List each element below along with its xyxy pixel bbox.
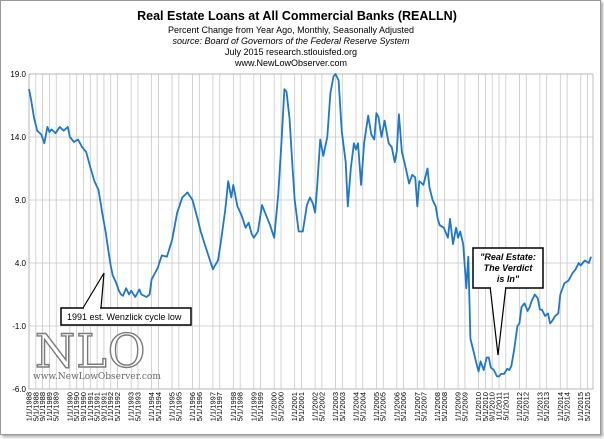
x-tick-label: 5/1/2013 [542,392,551,421]
y-tick-label: 14.0 [10,133,26,142]
y-tick-label: 9.0 [15,196,27,205]
chart-title: Real Estate Loans at All Commercial Bank… [137,9,457,23]
y-tick-label: -1.0 [12,322,26,331]
x-tick-label: 5/1/2003 [338,392,347,421]
x-tick-label: 1/1/2007 [413,392,422,421]
verdict-line-2: The Verdict [484,263,534,273]
x-tick-label: 5/1/1989 [52,392,61,421]
x-tick-label: 5/1/1988 [31,392,40,421]
plot-area-border [28,73,594,390]
x-tick-label: 5/1/1998 [236,392,245,421]
x-tick-label: 9/1/1990 [79,392,88,421]
wenzlick-callout-box [60,307,192,326]
x-axis-ticks: 1/1/19885/1/19889/1/19881/1/19895/1/1989… [25,392,593,421]
y-axis-ticks: 19.0 14.0 9.0 4.0 -1.0 -6.0 [10,70,26,394]
x-tick-label: 1/1/2009 [454,392,463,421]
watermark-logo: NLO [35,324,147,378]
x-tick-label: 5/1/2002 [317,392,326,421]
x-tick-label: 5/1/2012 [522,392,531,421]
x-tick-label: 5/1/2015 [583,392,592,421]
series-line [28,73,592,378]
x-tick-label: 5/1/2011 [501,392,510,421]
x-tick-label: 5/1/2004 [358,392,367,421]
annotation-verdict: "Real Estate: The Verdict is In" [472,247,544,356]
chart-subtitle-4: www.NewLowObserver.com [234,58,347,68]
x-tick-label: 5/1/2014 [563,392,572,421]
x-tick-label: 5/1/1993 [133,392,142,421]
x-tick-label: 1/1/2008 [433,392,442,421]
x-tick-label: 5/1/2000 [277,392,286,421]
x-tick-label: 5/1/1994 [154,392,163,421]
y-tick-label: -6.0 [12,385,26,394]
chart-subtitle-2: source: Board of Governors of the Federa… [172,36,410,46]
x-tick-label: 9/1/1988 [38,392,47,421]
x-tick-label: 1/1/2003 [331,392,340,421]
grid [28,73,594,390]
x-tick-label: 5/1/2001 [297,392,306,421]
x-tick-label: 5/1/1996 [195,392,204,421]
x-tick-label: 9/1/2010 [488,392,497,421]
chart-subtitle-3: July 2015 research.stlouisfed.org [225,47,357,57]
x-tick-label: 5/1/2009 [460,392,469,421]
verdict-line-1: "Real Estate: [480,252,536,262]
x-tick-label: 1/1/1990 [65,392,74,421]
x-tick-label: 1/1/2004 [351,392,360,421]
x-tick-label: 1/1/1999 [249,392,258,421]
x-tick-label: 1/1/2013 [535,392,544,421]
x-tick-label: 1/1/1995 [168,392,177,421]
watermark: NLO www.NewLowObserver.com [33,323,161,382]
x-tick-label: 1/1/1996 [188,392,197,421]
x-tick-label: 1/1/2005 [372,392,381,421]
x-tick-label: 1/1/1991 [86,392,95,421]
series-layer [28,73,592,378]
x-tick-label: 5/1/1997 [215,392,224,421]
x-tick-label: 1/1/2001 [290,392,299,421]
verdict-callout-box [472,247,544,289]
wenzlick-callout-pointer [81,272,105,309]
x-tick-label: 5/1/2006 [399,392,408,421]
x-tick-label: 1/1/1994 [147,392,156,421]
chart-header: Real Estate Loans at All Commercial Bank… [137,9,457,68]
x-tick-label: 1/1/1989 [45,392,54,421]
x-tick-label: 5/1/1990 [72,392,81,421]
x-tick-label: 1/1/1992 [106,392,115,421]
x-tick-label: 1/1/2012 [515,392,524,421]
x-tick-label: 1/1/1988 [25,392,34,421]
x-tick-label: 5/1/1991 [93,392,102,421]
x-tick-label: 1/1/2011 [495,392,504,421]
y-tick-label: 19.0 [10,70,26,79]
x-tick-label: 1/1/1998 [229,392,238,421]
x-tick-label: 5/1/2010 [481,392,490,421]
x-tick-label: 1/1/1993 [127,392,136,421]
x-tick-label: 1/1/2006 [392,392,401,421]
x-tick-label: 5/1/2008 [440,392,449,421]
y-tick-label: 4.0 [15,259,27,268]
x-tick-label: 1/1/2014 [556,392,565,421]
annotation-wenzlick: 1991 est. Wenzlick cycle low [60,272,192,326]
wenzlick-callout-text: 1991 est. Wenzlick cycle low [67,312,182,322]
x-tick-label: 1/1/2000 [270,392,279,421]
x-tick-label: 5/1/2005 [379,392,388,421]
watermark-site: www.NewLowObserver.com [33,372,161,382]
x-tick-label: 5/1/1999 [256,392,265,421]
verdict-line-3: is In" [497,274,520,284]
x-tick-label: 1/1/1997 [208,392,217,421]
x-tick-label: 1/1/2015 [576,392,585,421]
x-tick-label: 5/1/2007 [420,392,429,421]
x-tick-label: 1/1/2010 [474,392,483,421]
chart-subtitle-1: Percent Change from Year Ago, Monthly, S… [168,25,414,35]
x-tick-label: 1/1/2002 [311,392,320,421]
x-tick-label: 5/1/1995 [174,392,183,421]
x-tick-label: 5/1/1992 [113,392,122,421]
line-chart: 1/1/19885/1/19889/1/19881/1/19895/1/1989… [10,9,594,421]
x-tick-label: 9/1/1991 [99,392,108,421]
